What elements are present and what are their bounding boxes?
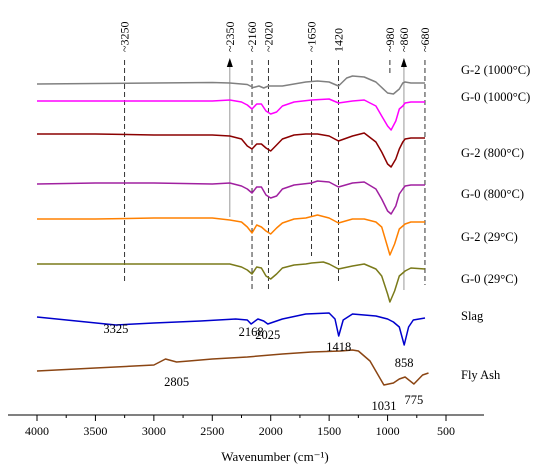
peak-label-1418: 1418: [326, 340, 351, 354]
series-line-1: [37, 98, 425, 131]
reference-label: ~860: [397, 28, 411, 53]
x-tick-label: 3500: [83, 424, 107, 438]
arrowhead-2350: [226, 58, 233, 67]
series-label-1: G-0 (1000°C): [461, 90, 530, 104]
x-tick-label: 2500: [200, 424, 224, 438]
reference-label: ~2020: [261, 22, 275, 53]
arrowhead-860: [400, 58, 407, 67]
x-tick-label: 1500: [317, 424, 341, 438]
series-line-2: [37, 132, 425, 168]
series-label-3: G-0 (800°C): [461, 187, 524, 201]
peak-label-2168: 2168: [239, 325, 264, 339]
peak-label-1031: 1031: [371, 399, 396, 413]
series-line-4: [37, 214, 425, 256]
series-label-7: Fly Ash: [461, 368, 501, 382]
reference-label: ~3250: [118, 22, 132, 53]
peak-label-775: 775: [404, 393, 423, 407]
series-label-2: G-2 (800°C): [461, 146, 524, 160]
series-line-7: [36, 349, 429, 386]
x-tick-label: 2000: [259, 424, 283, 438]
reference-label: 1420: [331, 28, 345, 52]
series-lines: G-2 (1000°C) G-0 (1000°C) G-2 (800°C) G-0 (…: [36, 63, 530, 386]
x-tick-label: 1000: [376, 424, 400, 438]
series-label-4: G-2 (29°C): [461, 230, 518, 244]
reference-label: ~980: [383, 28, 397, 53]
series-line-0: [36, 75, 425, 95]
series-line-6: [36, 312, 426, 346]
series-line-3: [36, 180, 425, 215]
x-tick-label: 500: [437, 424, 455, 438]
series-label-0: G-2 (1000°C): [461, 63, 530, 77]
x-axis: 4000 3500 3000 2500 2000 1500 1000 500: [8, 414, 484, 438]
peak-label-858: 858: [395, 356, 414, 370]
series-label-5: G-0 (29°C): [461, 272, 518, 286]
x-axis-title: Wavenumber (cm⁻¹): [221, 449, 329, 464]
reference-lines: ~3250 ~2350 ~2160 ~2020 ~1650 1420 ~980 ~860 ~68…: [118, 22, 432, 291]
reference-label: ~2160: [245, 22, 259, 53]
reference-label: ~1650: [305, 22, 319, 53]
series-label-6: Slag: [461, 309, 484, 323]
reference-label: ~680: [418, 28, 432, 53]
peak-label-3325: 3325: [103, 322, 128, 336]
x-tick-label: 4000: [25, 424, 49, 438]
reference-label: ~2350: [223, 22, 237, 52]
x-tick-label: 3000: [142, 424, 166, 438]
peak-label-2025: 2025: [255, 328, 280, 342]
peak-label-2805: 2805: [164, 375, 189, 389]
series-line-5: [37, 261, 426, 303]
